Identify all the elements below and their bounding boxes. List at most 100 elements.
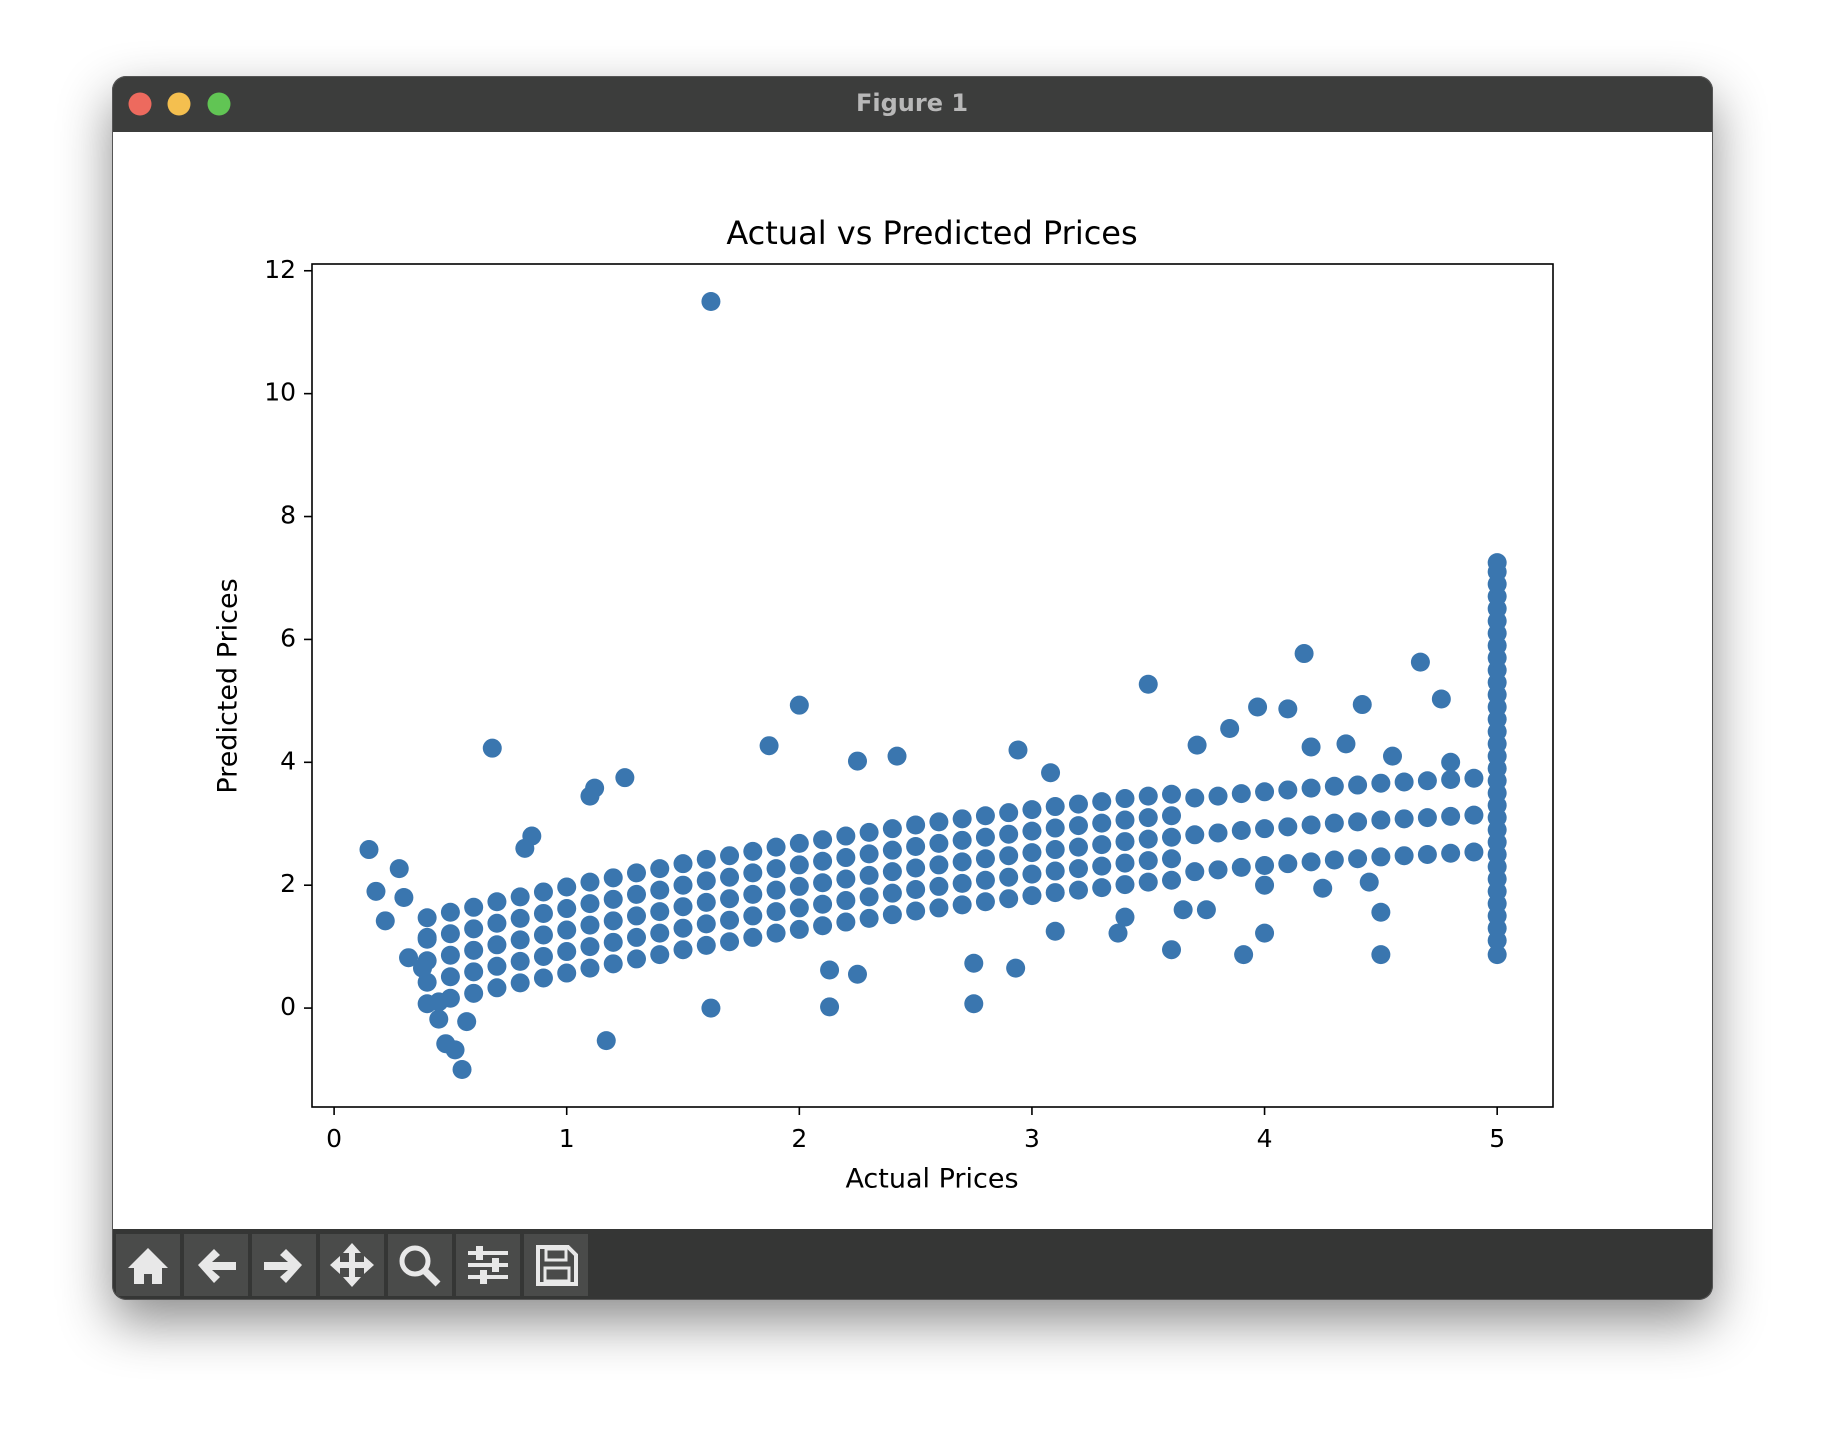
minimize-button[interactable] (167, 92, 191, 116)
point (720, 889, 740, 909)
point (1441, 770, 1461, 790)
point (906, 815, 926, 835)
pan-button[interactable] (320, 1234, 384, 1296)
point (650, 880, 670, 900)
point (673, 940, 693, 960)
close-button[interactable] (128, 92, 152, 116)
point (1278, 854, 1298, 874)
home-button[interactable] (116, 1234, 180, 1296)
point (859, 887, 879, 907)
point (366, 881, 386, 901)
point (1352, 695, 1372, 715)
point (1162, 870, 1182, 890)
point (1417, 844, 1437, 864)
point (1371, 810, 1391, 830)
point (464, 919, 484, 939)
point (906, 836, 926, 856)
point (859, 908, 879, 928)
x-tick-label: 0 (326, 1124, 342, 1153)
configure-button[interactable] (456, 1234, 520, 1296)
forward-button[interactable] (252, 1234, 316, 1296)
point (696, 892, 716, 912)
point (585, 778, 605, 798)
point (417, 927, 437, 947)
point (696, 935, 716, 955)
point (999, 803, 1019, 823)
point (487, 913, 507, 933)
point (836, 848, 856, 868)
point (743, 863, 763, 883)
point (1464, 805, 1484, 825)
point (720, 932, 740, 952)
point (650, 945, 670, 965)
point (557, 877, 577, 897)
point (440, 902, 460, 922)
point (464, 897, 484, 917)
point (813, 894, 833, 914)
y-tick-label: 10 (264, 378, 296, 407)
point (1162, 940, 1182, 960)
point (1115, 875, 1135, 895)
point (1324, 813, 1344, 833)
point (457, 1012, 477, 1032)
point (533, 925, 553, 945)
point (820, 997, 840, 1017)
point (743, 841, 763, 861)
point (1185, 862, 1205, 882)
point (1220, 719, 1240, 739)
point (952, 852, 972, 872)
point (999, 867, 1019, 887)
point (1045, 883, 1065, 903)
point (487, 935, 507, 955)
point (1348, 812, 1368, 832)
point (836, 891, 856, 911)
point (859, 822, 879, 842)
point (929, 898, 949, 918)
point (1068, 880, 1088, 900)
point (813, 851, 833, 871)
x-tick-label: 5 (1489, 1124, 1505, 1153)
point (417, 908, 437, 928)
point (836, 912, 856, 932)
point (580, 872, 600, 892)
point (533, 946, 553, 966)
point (789, 898, 809, 918)
point (1255, 782, 1275, 802)
point (1092, 792, 1112, 812)
point (1431, 689, 1451, 709)
zoom-tool-button[interactable] (388, 1234, 452, 1296)
point (452, 1060, 472, 1080)
point (440, 945, 460, 965)
point (1092, 835, 1112, 855)
point (836, 869, 856, 889)
point (952, 809, 972, 829)
point (1255, 923, 1275, 943)
point (1208, 786, 1228, 806)
save-button[interactable] (524, 1234, 588, 1296)
scatter-points (359, 291, 1507, 1080)
point (906, 879, 926, 899)
title-bar (112, 76, 1713, 132)
point (1371, 902, 1391, 922)
back-button[interactable] (184, 1234, 248, 1296)
point (882, 819, 902, 839)
point (847, 964, 867, 984)
zoom-button[interactable] (207, 92, 231, 116)
point (999, 889, 1019, 909)
point (813, 873, 833, 893)
point (789, 695, 809, 715)
point (929, 812, 949, 832)
point (929, 876, 949, 896)
point (429, 1009, 449, 1029)
point (1231, 857, 1251, 877)
point (533, 968, 553, 988)
point (603, 868, 623, 888)
point (673, 854, 693, 874)
point (1336, 734, 1356, 754)
point (1006, 958, 1026, 978)
point (1115, 810, 1135, 830)
point (1359, 872, 1379, 892)
point (650, 859, 670, 879)
point (759, 736, 779, 756)
point (1248, 697, 1268, 717)
